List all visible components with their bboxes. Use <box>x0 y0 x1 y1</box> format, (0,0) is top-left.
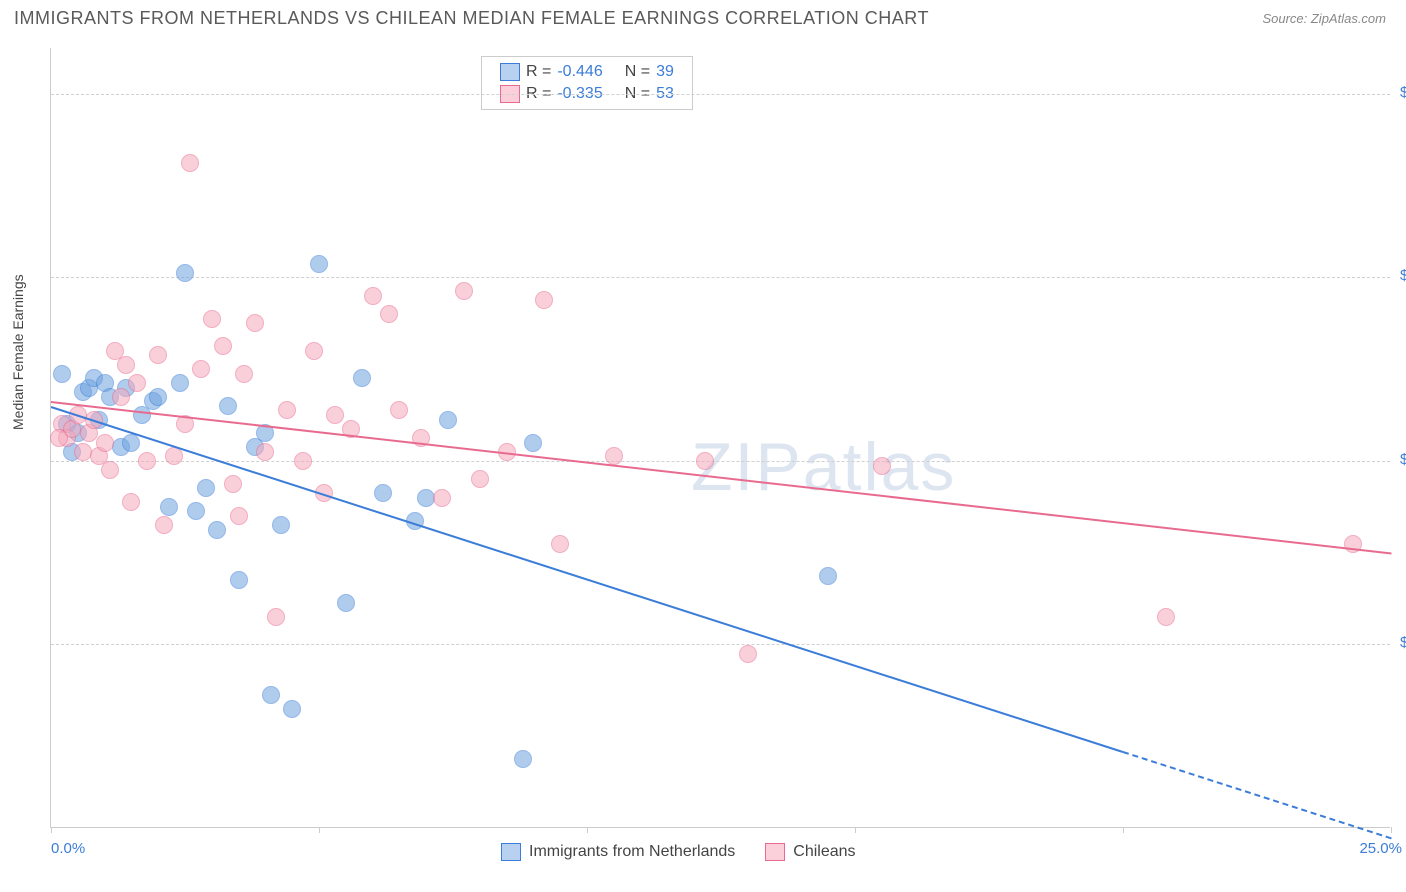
x-label-max: 25.0% <box>1359 840 1402 857</box>
chart-plot-area: ZIPatlas R = -0.446 N = 39 R = -0.335 N … <box>50 48 1390 828</box>
data-point <box>112 388 130 406</box>
data-point <box>267 608 285 626</box>
data-point <box>353 369 371 387</box>
n-label: N = <box>625 63 650 81</box>
n-value-blue: 39 <box>656 63 674 81</box>
y-tick-label: $40,000 <box>1400 451 1406 468</box>
y-tick-label: $60,000 <box>1400 267 1406 284</box>
data-point <box>374 484 392 502</box>
data-point <box>224 475 242 493</box>
legend-swatch-blue <box>501 843 521 861</box>
data-point <box>278 401 296 419</box>
x-tick <box>587 827 588 833</box>
data-point <box>605 447 623 465</box>
data-point <box>696 452 714 470</box>
data-point <box>380 305 398 323</box>
data-point <box>337 594 355 612</box>
data-point <box>171 374 189 392</box>
data-point <box>214 337 232 355</box>
data-point <box>455 282 473 300</box>
data-point <box>138 452 156 470</box>
source-name: ZipAtlas.com <box>1311 11 1386 26</box>
legend-swatch-blue <box>500 63 520 81</box>
data-point <box>433 489 451 507</box>
data-point <box>235 365 253 383</box>
legend-stats-row: R = -0.446 N = 39 <box>500 61 674 83</box>
trend-line <box>51 401 1391 554</box>
data-point <box>197 479 215 497</box>
y-tick-label: $20,000 <box>1400 634 1406 651</box>
data-point <box>262 686 280 704</box>
data-point <box>117 356 135 374</box>
r-value-blue: -0.446 <box>557 63 602 81</box>
legend-label: Immigrants from Netherlands <box>529 843 735 861</box>
data-point <box>439 411 457 429</box>
gridline <box>51 461 1390 462</box>
data-point <box>283 700 301 718</box>
data-point <box>122 493 140 511</box>
chart-title: IMMIGRANTS FROM NETHERLANDS VS CHILEAN M… <box>14 8 929 29</box>
data-point <box>50 429 68 447</box>
x-label-min: 0.0% <box>51 840 85 857</box>
legend-item: Immigrants from Netherlands <box>501 843 735 861</box>
data-point <box>326 406 344 424</box>
watermark: ZIPatlas <box>691 428 956 506</box>
legend-label: Chileans <box>793 843 855 861</box>
x-tick <box>51 827 52 833</box>
source-prefix: Source: <box>1262 11 1310 26</box>
data-point <box>101 461 119 479</box>
data-point <box>203 310 221 328</box>
legend-item: Chileans <box>765 843 855 861</box>
data-point <box>294 452 312 470</box>
y-axis-label: Median Female Earnings <box>10 274 26 430</box>
data-point <box>305 342 323 360</box>
data-point <box>230 571 248 589</box>
data-point <box>471 470 489 488</box>
chart-header: IMMIGRANTS FROM NETHERLANDS VS CHILEAN M… <box>0 0 1406 35</box>
data-point <box>819 567 837 585</box>
data-point <box>208 521 226 539</box>
data-point <box>230 507 248 525</box>
data-point <box>364 287 382 305</box>
x-tick <box>319 827 320 833</box>
data-point <box>272 516 290 534</box>
data-point <box>53 365 71 383</box>
data-point <box>514 750 532 768</box>
data-point <box>551 535 569 553</box>
legend-series: Immigrants from Netherlands Chileans <box>501 843 856 861</box>
gridline <box>51 94 1390 95</box>
legend-swatch-pink <box>765 843 785 861</box>
data-point <box>524 434 542 452</box>
data-point <box>149 388 167 406</box>
gridline <box>51 644 1390 645</box>
data-point <box>390 401 408 419</box>
r-label: R = <box>526 63 551 81</box>
data-point <box>192 360 210 378</box>
chart-source: Source: ZipAtlas.com <box>1262 11 1386 26</box>
data-point <box>246 314 264 332</box>
data-point <box>739 645 757 663</box>
legend-stats: R = -0.446 N = 39 R = -0.335 N = 53 <box>481 56 693 110</box>
data-point <box>1157 608 1175 626</box>
x-tick <box>1123 827 1124 833</box>
trend-line <box>51 406 1124 753</box>
data-point <box>535 291 553 309</box>
data-point <box>310 255 328 273</box>
data-point <box>155 516 173 534</box>
data-point <box>128 374 146 392</box>
data-point <box>176 264 194 282</box>
x-tick <box>1391 827 1392 833</box>
data-point <box>256 443 274 461</box>
trend-line <box>1123 751 1392 839</box>
data-point <box>187 502 205 520</box>
y-tick-label: $80,000 <box>1400 84 1406 101</box>
data-point <box>149 346 167 364</box>
gridline <box>51 277 1390 278</box>
data-point <box>181 154 199 172</box>
data-point <box>96 434 114 452</box>
x-tick <box>855 827 856 833</box>
data-point <box>160 498 178 516</box>
data-point <box>219 397 237 415</box>
data-point <box>873 457 891 475</box>
